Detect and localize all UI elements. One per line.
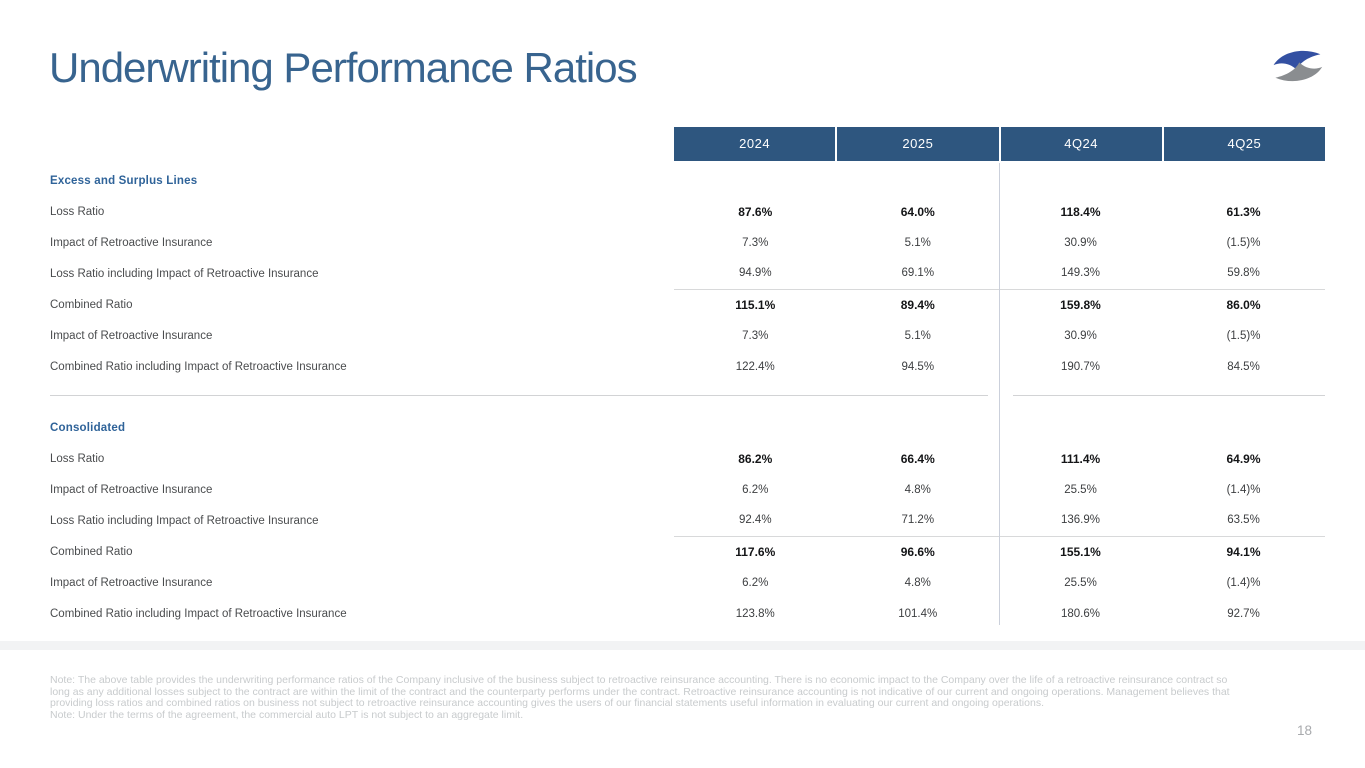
table-row: Impact of Retroactive Insurance 6.2% 4.8… — [50, 567, 1325, 598]
cell-value: 84.5% — [1227, 360, 1260, 373]
row-label: Loss Ratio including Impact of Retroacti… — [50, 267, 319, 280]
column-header-2024: 2024 — [674, 127, 836, 161]
row-label: Combined Ratio — [50, 545, 133, 558]
section-header: Consolidated — [50, 412, 1325, 443]
cell-value: 118.4% — [1060, 204, 1101, 219]
cell-value: 86.0% — [1226, 297, 1261, 312]
cell-value: 101.4% — [898, 607, 938, 620]
cell-value: (1.5)% — [1226, 329, 1261, 342]
cell-value: 6.2% — [742, 576, 769, 589]
cell-value: 66.4% — [900, 451, 935, 466]
cell-value: 94.9% — [738, 267, 772, 279]
cell-value: 136.9% — [1060, 514, 1100, 526]
table-row: Impact of Retroactive Insurance 6.2% 4.8… — [50, 474, 1325, 505]
table-row: Combined Ratio including Impact of Retro… — [50, 598, 1325, 629]
company-logo-icon — [1273, 50, 1323, 82]
footnotes: Note: The above table provides the under… — [50, 674, 1240, 721]
cell-value: 4.8% — [904, 576, 931, 589]
column-header-2025: 2025 — [837, 127, 999, 161]
cell-value: 64.9% — [1226, 451, 1261, 466]
cell-value: (1.4)% — [1226, 576, 1261, 589]
row-label: Impact of Retroactive Insurance — [50, 576, 213, 589]
cell-value: 115.1% — [735, 297, 776, 312]
cell-value: 87.6% — [738, 204, 773, 219]
section-header: Excess and Surplus Lines — [50, 165, 1325, 196]
row-label: Loss Ratio including Impact of Retroacti… — [50, 514, 319, 527]
cell-value: 89.4% — [900, 297, 935, 312]
page-title: Underwriting Performance Ratios — [49, 44, 638, 91]
cell-value: 92.4% — [738, 514, 772, 526]
table-row: Loss Ratio including Impact of Retroacti… — [50, 258, 1325, 290]
row-label: Loss Ratio — [50, 205, 105, 218]
cell-value: 180.6% — [1060, 607, 1100, 620]
cell-value: 94.1% — [1226, 544, 1261, 559]
column-header-4q24: 4Q24 — [1000, 127, 1162, 161]
cell-value: 190.7% — [1060, 360, 1100, 373]
cell-value: 7.3% — [742, 236, 769, 249]
table-row: Impact of Retroactive Insurance 7.3% 5.1… — [50, 320, 1325, 351]
cell-value: 64.0% — [900, 204, 935, 219]
row-label: Impact of Retroactive Insurance — [50, 236, 213, 249]
cell-value: 155.1% — [1060, 544, 1101, 559]
table-row: Combined Ratio 115.1% 89.4% 159.8% 86.0% — [50, 289, 1325, 320]
cell-value: 4.8% — [904, 483, 931, 496]
cell-value: 5.1% — [904, 329, 931, 342]
section-title: Excess and Surplus Lines — [50, 174, 198, 187]
cell-value: 96.6% — [900, 544, 935, 559]
cell-value: 92.7% — [1227, 607, 1260, 620]
table-body: Excess and Surplus Lines Loss Ratio 87.6… — [50, 165, 1325, 629]
section-divider-line — [50, 395, 1325, 396]
table-bottom-border — [0, 641, 1365, 650]
table-row: Loss Ratio 87.6% 64.0% 118.4% 61.3% — [50, 196, 1325, 227]
cell-value: 6.2% — [742, 483, 769, 496]
cell-value: 71.2% — [901, 514, 935, 526]
table-header-row: 2024 2025 4Q24 4Q25 — [674, 127, 1325, 161]
cell-value: 159.8% — [1060, 297, 1101, 312]
cell-value: 111.4% — [1060, 451, 1101, 466]
table-row: Loss Ratio including Impact of Retroacti… — [50, 505, 1325, 537]
table-row: Combined Ratio 117.6% 96.6% 155.1% 94.1% — [50, 536, 1325, 567]
cell-value: 69.1% — [901, 267, 935, 279]
cell-value: 63.5% — [1227, 514, 1260, 526]
cell-value: 25.5% — [1064, 576, 1097, 589]
cell-value: (1.5)% — [1226, 236, 1261, 249]
row-label: Combined Ratio including Impact of Retro… — [50, 360, 347, 373]
row-label: Loss Ratio — [50, 452, 105, 465]
cell-value: 86.2% — [738, 451, 773, 466]
row-label: Impact of Retroactive Insurance — [50, 483, 213, 496]
cell-value: 5.1% — [904, 236, 931, 249]
footnote-retroactive: Note: The above table provides the under… — [50, 674, 1230, 710]
ratios-table: 2024 2025 4Q24 4Q25 Excess and Surplus L… — [50, 127, 1325, 629]
table-row: Combined Ratio including Impact of Retro… — [50, 351, 1325, 382]
cell-value: (1.4)% — [1226, 483, 1261, 496]
page-number: 18 — [1297, 723, 1313, 738]
footnote-lpt: Note: Under the terms of the agreement, … — [50, 708, 524, 721]
cell-value: 122.4% — [735, 360, 775, 373]
cell-value: 61.3% — [1226, 204, 1261, 219]
row-label: Impact of Retroactive Insurance — [50, 329, 213, 342]
cell-value: 30.9% — [1064, 329, 1097, 342]
column-header-4q25: 4Q25 — [1163, 127, 1325, 161]
cell-value: 94.5% — [901, 360, 935, 373]
cell-value: 117.6% — [735, 544, 776, 559]
table-row: Loss Ratio 86.2% 66.4% 111.4% 64.9% — [50, 443, 1325, 474]
row-label: Combined Ratio including Impact of Retro… — [50, 607, 347, 620]
row-label: Combined Ratio — [50, 298, 133, 311]
cell-value: 25.5% — [1064, 483, 1097, 496]
cell-value: 30.9% — [1064, 236, 1097, 249]
section-title: Consolidated — [50, 421, 126, 434]
table-row: Impact of Retroactive Insurance 7.3% 5.1… — [50, 227, 1325, 258]
column-divider-line — [999, 163, 1000, 625]
cell-value: 149.3% — [1060, 267, 1100, 279]
cell-value: 123.8% — [735, 607, 775, 620]
cell-value: 59.8% — [1227, 267, 1260, 279]
cell-value: 7.3% — [742, 329, 769, 342]
